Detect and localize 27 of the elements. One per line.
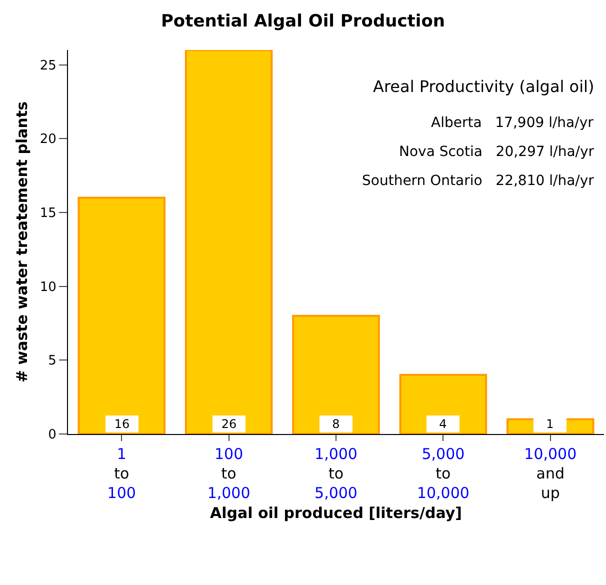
data-label: 16 (114, 417, 130, 431)
chart-title: Potential Algal Oil Production (160, 12, 446, 32)
y-tick-label: 5 (48, 354, 56, 369)
x-axis-title: Algal oil produced [liters/day] (210, 504, 462, 522)
y-tick-label: 20 (40, 132, 56, 148)
bar (78, 196, 166, 434)
data-label: 8 (332, 417, 340, 431)
x-tick-label: 5,000 to 10,000 (416, 445, 470, 502)
annotation: Areal Productivity (algal oil) (373, 77, 594, 96)
bar (292, 314, 380, 434)
y-tick-label: 15 (40, 206, 56, 222)
x-tick-label: 1,000 to 5,000 (314, 445, 358, 502)
y-tick-label: 10 (40, 280, 56, 295)
bar (184, 50, 273, 434)
x-tick-label: 1 to 100 (107, 445, 136, 502)
y-tick-label: 0 (48, 428, 56, 443)
x-tick-label: 100 to 1,000 (207, 445, 250, 502)
annotation: Southern Ontario 22,810 l/ha/yr (362, 173, 594, 189)
x-tick-label: 10,000 and up (524, 445, 577, 502)
annotation: Alberta 17,909 l/ha/yr (431, 115, 594, 131)
y-tick-label: 25 (40, 58, 56, 74)
data-label: 26 (221, 417, 237, 431)
data-label: 4 (439, 417, 447, 431)
data-label: 1 (546, 417, 554, 431)
y-axis-title: # waste water treatement plants (13, 101, 32, 383)
bar (399, 374, 488, 434)
annotation: Nova Scotia 20,297 l/ha/yr (399, 144, 594, 160)
